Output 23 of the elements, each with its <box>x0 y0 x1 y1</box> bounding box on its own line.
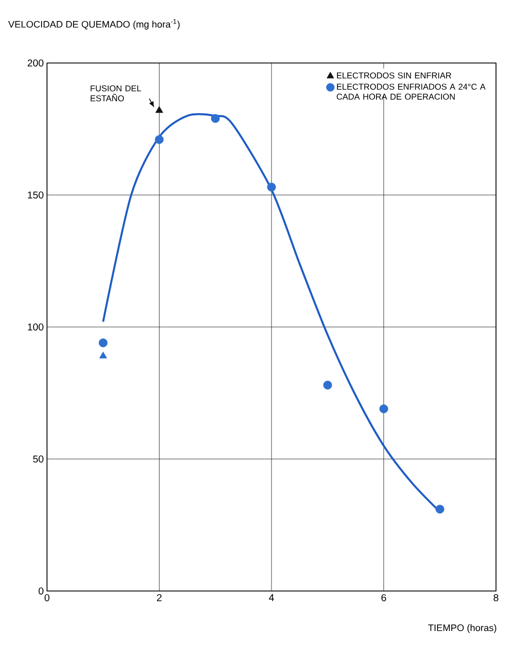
point <box>379 404 388 414</box>
x-tick-label: 2 <box>156 594 162 602</box>
x-axis-title: TIEMPO (horas) <box>428 624 496 633</box>
point <box>154 135 164 144</box>
legend-label: ELECTRODOS SIN ENFRIAR <box>337 72 452 78</box>
y-tick-label: 0 <box>38 587 44 595</box>
point <box>435 504 444 514</box>
y-tick-label: 100 <box>28 323 44 331</box>
y-tick-label: 200 <box>28 59 44 67</box>
point <box>267 182 276 192</box>
y-tick-label: 150 <box>28 191 44 199</box>
point <box>155 106 164 113</box>
x-tick-label: 0 <box>44 594 50 602</box>
point <box>99 352 107 358</box>
annotation: FUSION DEL ESTAÑO <box>90 85 142 102</box>
x-tick-label: 6 <box>381 594 386 602</box>
x-tick-label: 8 <box>494 594 498 602</box>
x-tick-label: 4 <box>268 594 274 602</box>
point <box>98 338 108 348</box>
point <box>323 380 332 390</box>
y-axis-title: VELOCIDAD DE QUEMADO (mg hora$^{-1}$) <box>8 19 180 30</box>
y-tick-label: 50 <box>33 455 44 463</box>
point <box>210 114 220 123</box>
